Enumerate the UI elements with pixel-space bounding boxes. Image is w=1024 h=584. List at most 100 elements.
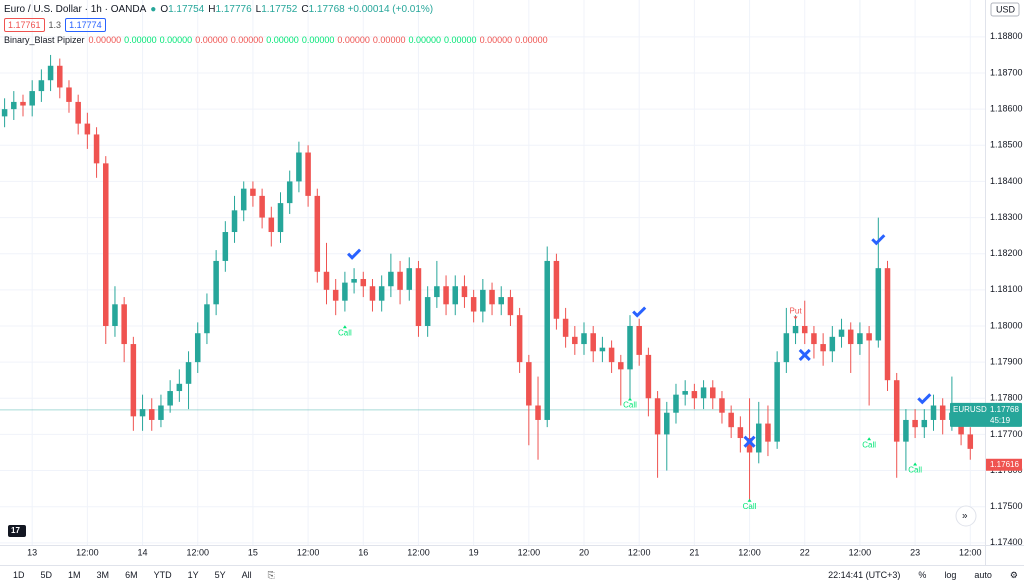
- indicator-value: 0.00000: [479, 34, 513, 45]
- x-tick-label: 20: [579, 547, 589, 557]
- candle-body: [314, 195, 321, 272]
- candle-body: [480, 289, 486, 312]
- candle-body: [130, 344, 137, 417]
- y-tick-label: 1.18800: [990, 31, 1023, 41]
- candle-body: [673, 394, 679, 413]
- spread: 1.3: [48, 19, 62, 30]
- cross-mark: [743, 435, 756, 448]
- signal-arrow: [913, 462, 918, 466]
- candle-body: [572, 336, 578, 345]
- candle-body: [194, 333, 201, 363]
- chart: Call Call Call Put Call Call USD 17 » 1.17400…: [0, 0, 1024, 565]
- candle-body: [148, 409, 155, 420]
- range-button[interactable]: 5Y: [214, 570, 226, 580]
- signal-arrow: [867, 437, 872, 441]
- bid-price-value: 1.17616: [990, 460, 1019, 469]
- candle-body: [820, 344, 826, 352]
- candle-body: [590, 333, 596, 352]
- y-tick-label: 1.18400: [990, 176, 1023, 186]
- range-button[interactable]: 1Y: [187, 570, 199, 580]
- candle-body: [553, 260, 560, 319]
- ohlc: O1.17754 H1.17776 L1.17752 C1.17768 +0.0001…: [160, 4, 437, 15]
- check-mark: [871, 234, 886, 246]
- range-button[interactable]: All: [241, 570, 252, 580]
- x-tick-label: 22: [800, 547, 810, 557]
- candle-body: [581, 333, 587, 345]
- candle-body: [1, 109, 8, 117]
- x-tick-label: 12:00: [959, 547, 982, 557]
- candle-body: [783, 333, 790, 363]
- option-button[interactable]: auto: [974, 569, 992, 580]
- candle-body: [286, 181, 293, 204]
- date-range-icon[interactable]: ⎘: [267, 569, 275, 580]
- legend: Euro / U.S. Dollar · 1h · OANDA ● O1.177…: [4, 2, 555, 47]
- candle-body: [103, 163, 109, 326]
- signal-label: Call: [623, 401, 637, 410]
- y-tick-label: 1.17400: [990, 537, 1023, 547]
- signal-arrow: [627, 397, 632, 401]
- candle-body: [434, 286, 440, 298]
- indicator-value: 0.00000: [444, 34, 477, 45]
- candle-body: [875, 268, 882, 341]
- indicator-name: Binary_Blast Pipizer: [4, 34, 85, 45]
- candle-body: [424, 297, 431, 326]
- candle-body: [719, 398, 725, 413]
- check-mark: [917, 393, 932, 405]
- candle-body: [774, 362, 780, 442]
- candle-body: [526, 362, 532, 406]
- option-button[interactable]: %: [918, 569, 927, 580]
- candle-body: [884, 268, 891, 381]
- currency-box[interactable]: [990, 2, 1020, 17]
- clock: 22:14:41 (UTC+3): [828, 570, 901, 580]
- candle-body: [710, 387, 716, 399]
- range-button[interactable]: 6M: [125, 570, 138, 580]
- candle-body: [360, 279, 367, 287]
- indicator-value: 0.00000: [515, 34, 548, 45]
- range-button[interactable]: 1D: [13, 570, 25, 580]
- x-tick-label: 12:00: [297, 547, 320, 557]
- candle-body: [489, 289, 495, 305]
- candle-body: [654, 398, 661, 435]
- y-tick-label: 1.17500: [990, 501, 1023, 511]
- candle-body: [801, 325, 808, 334]
- signal-arrow: [747, 498, 752, 502]
- x-tick-label: 12:00: [849, 547, 872, 557]
- ask[interactable]: 1.17774: [65, 17, 106, 32]
- candle-body: [66, 87, 72, 102]
- candle-body: [516, 315, 523, 363]
- candle-body: [728, 412, 734, 428]
- bid[interactable]: 1.17761: [4, 17, 45, 32]
- range-button[interactable]: 3M: [96, 570, 110, 580]
- indicator-value: 0.00000: [266, 34, 299, 45]
- candle-body: [259, 195, 265, 218]
- y-tick-label: 1.18000: [990, 320, 1023, 330]
- bottom-toolbar: 1D 5D 1M 3M 6M YTD 1Y 5Y All ⎘ 22:14:41 (UTC+3) …: [0, 565, 1024, 584]
- candle-body: [213, 260, 219, 305]
- candle-body: [323, 271, 330, 290]
- signal-label: Call: [862, 440, 876, 449]
- candle-body: [535, 405, 541, 420]
- candle-body: [121, 304, 127, 345]
- range-button[interactable]: 5D: [40, 570, 53, 580]
- settings-button[interactable]: ⚙: [1009, 569, 1018, 580]
- y-tick-label: 1.18700: [990, 67, 1023, 77]
- range-button[interactable]: YTD: [153, 570, 172, 580]
- candle-body: [342, 282, 348, 301]
- candle-body: [158, 405, 164, 420]
- range-button[interactable]: 1M: [68, 570, 81, 580]
- candle-body: [204, 304, 210, 334]
- x-tick-label: 21: [689, 547, 699, 557]
- candle-body: [755, 423, 762, 453]
- scroll-button[interactable]: »: [955, 505, 977, 527]
- indicator-value: 0.00000: [159, 34, 193, 45]
- candle-body: [866, 333, 872, 341]
- candle-body: [691, 391, 698, 399]
- candle-body: [811, 333, 817, 345]
- candle-body: [967, 434, 974, 449]
- x-tick-label: 12:00: [76, 547, 99, 557]
- scale-options: % log auto ⚙: [909, 570, 1018, 581]
- check-mark: [347, 248, 362, 260]
- option-button[interactable]: log: [944, 569, 957, 580]
- y-tick-label: 1.18100: [990, 284, 1023, 294]
